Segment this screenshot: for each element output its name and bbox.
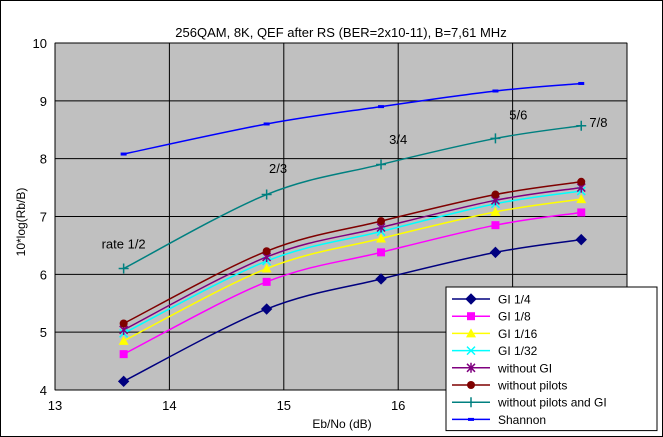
legend-label: GI 1/4 bbox=[498, 293, 531, 307]
data-point bbox=[118, 263, 129, 274]
data-point bbox=[466, 328, 476, 338]
y-tick-label: 10 bbox=[33, 36, 47, 51]
series-line bbox=[123, 124, 582, 270]
series-line bbox=[123, 82, 582, 155]
data-point bbox=[466, 397, 476, 408]
series-2 bbox=[118, 194, 587, 345]
series-line bbox=[123, 181, 582, 325]
legend: GI 1/4 GI 1/8 GI 1/16 GI 1/32 without GI with… bbox=[445, 286, 658, 432]
data-point bbox=[262, 277, 271, 286]
data-point bbox=[577, 208, 586, 217]
data-point bbox=[575, 233, 587, 246]
series-1 bbox=[119, 208, 586, 359]
data-point bbox=[261, 263, 272, 273]
data-point bbox=[119, 319, 128, 328]
legend-label: GI 1/16 bbox=[498, 327, 538, 341]
series-line bbox=[123, 190, 582, 334]
data-point bbox=[576, 194, 587, 204]
data-point bbox=[577, 177, 586, 186]
series-5 bbox=[119, 177, 586, 328]
data-point bbox=[376, 233, 387, 243]
data-point bbox=[119, 350, 128, 359]
x-tick-label: 14 bbox=[162, 398, 176, 413]
legend-box bbox=[445, 286, 658, 432]
legend-label: without pilots and GI bbox=[497, 396, 607, 410]
legend-item: GI 1/32 bbox=[452, 344, 538, 358]
legend-item: without GI bbox=[452, 361, 552, 375]
y-axis-label: 10*log(Rb/B) bbox=[14, 188, 28, 257]
legend-label: without GI bbox=[497, 361, 552, 375]
data-point bbox=[118, 335, 129, 345]
series-line bbox=[123, 238, 582, 382]
legend-item: GI 1/8 bbox=[452, 310, 531, 324]
annotation-label: 2/3 bbox=[269, 161, 287, 176]
data-point bbox=[489, 246, 502, 259]
legend-item: GI 1/16 bbox=[452, 327, 538, 341]
series-line bbox=[123, 198, 582, 342]
data-point bbox=[490, 133, 501, 144]
data-point bbox=[466, 362, 476, 373]
data-point bbox=[377, 248, 386, 257]
data-point bbox=[376, 159, 387, 170]
data-point bbox=[576, 120, 587, 131]
annotation-label: 5/6 bbox=[509, 107, 527, 122]
series-layer bbox=[117, 81, 587, 388]
annotation-label: 3/4 bbox=[389, 132, 407, 147]
legend-label: GI 1/32 bbox=[498, 344, 538, 358]
series-7 bbox=[120, 81, 585, 156]
legend-label: GI 1/8 bbox=[498, 310, 531, 324]
data-point bbox=[375, 273, 387, 285]
data-point bbox=[491, 190, 500, 199]
data-point bbox=[578, 81, 585, 85]
data-point bbox=[466, 346, 476, 356]
y-tick-label: 4 bbox=[40, 383, 47, 398]
data-point bbox=[467, 381, 475, 389]
data-point bbox=[490, 206, 501, 216]
data-point bbox=[260, 303, 273, 315]
annotation-label: rate 1/2 bbox=[102, 236, 146, 251]
y-tick-label: 5 bbox=[40, 325, 47, 340]
legend-item: Shannon bbox=[452, 413, 546, 427]
data-point bbox=[491, 221, 500, 230]
x-tick-label: 13 bbox=[48, 398, 62, 413]
x-tick-label: 16 bbox=[391, 398, 405, 413]
data-point bbox=[261, 189, 272, 200]
data-point bbox=[263, 122, 270, 126]
legend-label: without pilots bbox=[497, 379, 567, 393]
x-tick-label: 15 bbox=[277, 398, 291, 413]
y-axis-ticks: 4 5 6 7 8 9 10 bbox=[33, 36, 47, 398]
data-point bbox=[468, 417, 474, 421]
legend-item: GI 1/4 bbox=[452, 293, 531, 307]
data-point bbox=[378, 105, 385, 109]
y-tick-label: 6 bbox=[40, 267, 47, 282]
data-point bbox=[492, 89, 499, 93]
data-point bbox=[262, 247, 271, 256]
data-point bbox=[377, 217, 386, 226]
chart-title: 256QAM, 8K, QEF after RS (BER=2x10-11), … bbox=[175, 25, 506, 40]
data-point bbox=[465, 293, 477, 305]
series-0 bbox=[117, 233, 587, 388]
data-point bbox=[467, 312, 475, 321]
y-tick-label: 9 bbox=[40, 94, 47, 109]
legend-item: without pilots and GI bbox=[452, 396, 607, 410]
legend-label: Shannon bbox=[498, 413, 546, 427]
data-point bbox=[117, 375, 130, 388]
legend-item: without pilots bbox=[452, 379, 567, 393]
series-line bbox=[123, 211, 582, 355]
series-line bbox=[123, 186, 582, 331]
data-point bbox=[120, 152, 127, 156]
annotations: rate 1/2 2/3 3/4 5/6 7/8 bbox=[102, 107, 608, 251]
y-tick-label: 7 bbox=[40, 210, 47, 225]
series-6 bbox=[118, 120, 587, 274]
y-tick-label: 8 bbox=[40, 152, 47, 167]
annotation-label: 7/8 bbox=[589, 115, 607, 130]
x-axis-label: Eb/No (dB) bbox=[312, 417, 371, 431]
